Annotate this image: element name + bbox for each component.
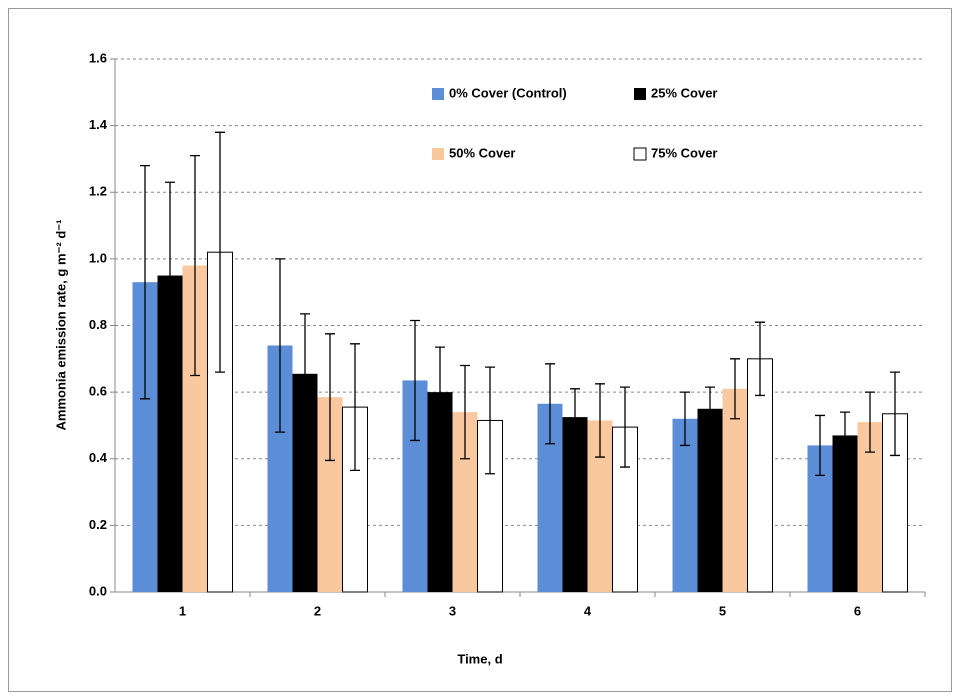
- x-tick-label: 3: [449, 603, 456, 618]
- error-bar: [890, 371, 900, 457]
- legend-label: 75% Cover: [651, 145, 717, 160]
- error-bar: [755, 321, 765, 397]
- error-bar: [545, 363, 555, 445]
- y-tick-label: 0.6: [89, 384, 107, 399]
- legend-label: 0% Cover (Control): [449, 85, 567, 100]
- error-bar: [815, 414, 825, 477]
- error-bar: [485, 366, 495, 475]
- legend-swatch: [633, 147, 647, 161]
- bar: [562, 417, 588, 592]
- x-tick-label: 1: [179, 603, 186, 618]
- error-bar: [595, 383, 605, 458]
- legend-label: 50% Cover: [449, 145, 515, 160]
- error-bar: [325, 333, 335, 462]
- error-bar: [705, 386, 715, 432]
- error-bar: [865, 391, 875, 453]
- x-tick-label: 2: [314, 603, 321, 618]
- x-tick-label: 5: [719, 603, 726, 618]
- error-bar: [840, 411, 850, 460]
- legend-swatch: [634, 88, 646, 100]
- y-tick-label: 1.4: [89, 117, 108, 132]
- y-tick-label: 0.0: [89, 583, 107, 598]
- y-tick-label: 0.8: [89, 317, 107, 332]
- error-bar: [350, 343, 360, 472]
- error-bar: [620, 386, 630, 468]
- error-bar: [570, 388, 580, 447]
- error-bar: [730, 358, 740, 420]
- error-bar: [460, 364, 470, 460]
- bar: [697, 408, 723, 592]
- y-tick-label: 1.0: [89, 250, 107, 265]
- error-bar: [215, 131, 225, 373]
- bar: [832, 435, 858, 592]
- y-axis-title: Ammonia emission rate, g m⁻² d⁻¹: [53, 220, 68, 431]
- error-bar: [190, 154, 200, 377]
- x-tick-label: 4: [584, 603, 592, 618]
- y-tick-label: 1.6: [89, 50, 107, 65]
- legend-swatch: [432, 88, 444, 100]
- error-bar: [410, 319, 420, 442]
- bar: [747, 358, 773, 593]
- bar: [672, 418, 698, 592]
- error-bar: [300, 313, 310, 435]
- legend-label: 25% Cover: [651, 85, 717, 100]
- y-tick-label: 0.4: [89, 450, 108, 465]
- error-bar: [275, 258, 285, 433]
- error-bar: [165, 181, 175, 370]
- y-tick-label: 0.2: [89, 517, 107, 532]
- error-bar: [140, 164, 150, 400]
- x-axis-title: Time, d: [457, 651, 502, 666]
- error-bar: [680, 391, 690, 447]
- y-tick-label: 1.2: [89, 184, 107, 199]
- error-bar: [435, 346, 445, 438]
- bar: [722, 388, 748, 592]
- legend-swatch: [432, 148, 444, 160]
- x-tick-label: 6: [854, 603, 861, 618]
